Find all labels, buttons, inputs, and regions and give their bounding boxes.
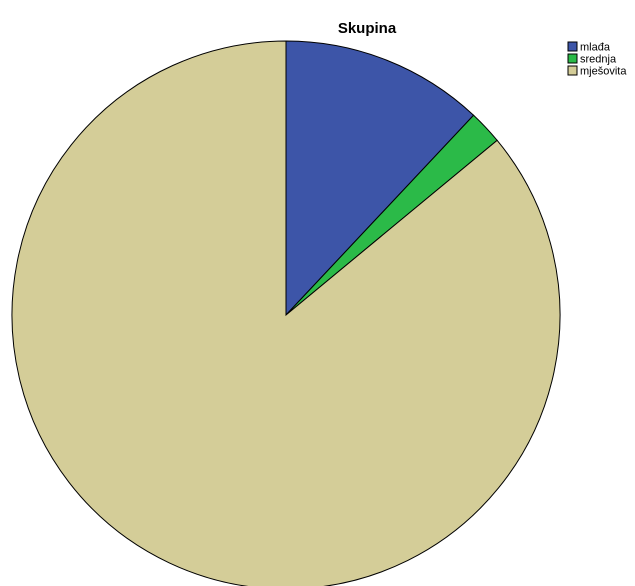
- legend-label-2: srednja: [580, 54, 617, 66]
- legend-label-1: mlađa: [580, 42, 611, 54]
- pie-slices: [11, 40, 561, 586]
- chart-title: Skupina: [338, 20, 397, 37]
- legend-swatch-2: [567, 53, 578, 64]
- pie-slice-3: [11, 40, 561, 586]
- pie-slice-1: [285, 40, 475, 317]
- legend-swatch-1: [567, 41, 578, 52]
- legend-label-3: mješovita: [580, 66, 627, 78]
- legend-swatch-3: [567, 65, 578, 76]
